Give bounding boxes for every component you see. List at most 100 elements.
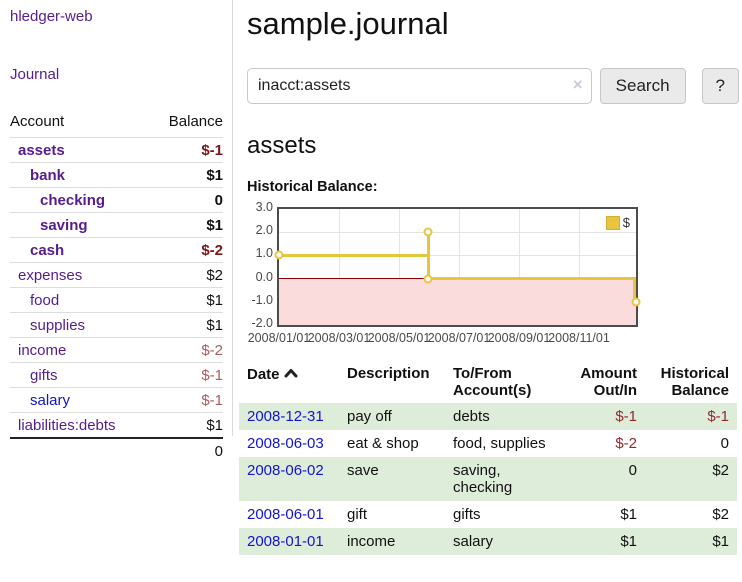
page-title: sample.journal [247, 6, 449, 41]
balance-line-segment [633, 277, 636, 304]
search-button[interactable]: Search [599, 68, 686, 104]
transaction-accounts: saving, checking [453, 462, 513, 496]
register-table: Date Description To/From Account(s) Amou… [239, 361, 737, 555]
account-balance: $-1 [150, 387, 223, 413]
y-tick: 3.0 [255, 200, 273, 214]
main-content: sample.journal × Search ? assets Histori… [239, 0, 739, 555]
y-tick: -2.0 [251, 316, 273, 330]
account-balance: $-1 [150, 137, 223, 163]
column-header-description: Description [347, 365, 430, 382]
register-row: 2008-06-02 save saving, checking 0 $2 [239, 457, 737, 501]
accounts-total: 0 [150, 437, 223, 463]
data-point [423, 274, 433, 284]
register-row: 2008-06-03 eat & shop food, supplies $-2… [239, 430, 737, 457]
transaction-balance: 0 [720, 435, 729, 452]
transaction-accounts: food, supplies [453, 435, 546, 452]
data-point [274, 250, 284, 260]
transaction-accounts: gifts [453, 506, 481, 523]
historical-balance-chart: 3.0 2.0 1.0 0.0 -1.0 -2.0 [247, 200, 641, 345]
accounts-header-balance: Balance [168, 113, 223, 130]
transaction-date-link[interactable]: 2008-06-01 [247, 506, 324, 523]
y-tick: 2.0 [255, 223, 273, 237]
account-link-gifts[interactable]: gifts [30, 367, 58, 384]
sort-ascending-icon [284, 365, 298, 382]
y-tick: 0.0 [255, 270, 273, 284]
y-tick: 1.0 [255, 246, 273, 260]
account-balance: $1 [150, 287, 223, 313]
x-tick: 2008/01/01 [247, 331, 311, 345]
app-title-link[interactable]: hledger-web [10, 8, 93, 25]
data-point [423, 227, 433, 237]
transaction-balance: $2 [712, 462, 729, 479]
x-tick: 2008/09/01 [487, 331, 551, 345]
account-link-cash[interactable]: cash [30, 242, 65, 259]
accounts-balance-table: Account Balance assets $-1 bank $1 checkin… [10, 109, 223, 463]
column-header-accounts: To/From Account(s) [453, 365, 532, 399]
account-link-food[interactable]: food [30, 292, 60, 309]
account-link-bank[interactable]: bank [30, 167, 66, 184]
data-point [631, 297, 641, 307]
balance-line-segment [279, 254, 429, 257]
account-link-liabilities-debts[interactable]: liabilities:debts [18, 417, 116, 434]
sidebar: hledger-web Journal Account Balance asse… [0, 0, 233, 463]
search-form: × Search ? [247, 68, 739, 104]
account-balance: $1 [150, 312, 223, 338]
legend-swatch-icon [605, 215, 620, 230]
chart-plot-area: $ [274, 207, 641, 327]
transaction-amount: $1 [620, 533, 637, 550]
transaction-date-link[interactable]: 2008-12-31 [247, 408, 324, 425]
transaction-amount: $-2 [615, 435, 637, 452]
register-row: 2008-12-31 pay off debts $-1 $-1 [239, 403, 737, 430]
transaction-date-link[interactable]: 2008-01-01 [247, 533, 324, 550]
transaction-date-link[interactable]: 2008-06-03 [247, 435, 324, 452]
transaction-balance: $2 [712, 506, 729, 523]
column-header-amount: Amount Out/In [580, 365, 637, 399]
transaction-description: pay off [347, 408, 392, 425]
chart-legend: $ [605, 215, 630, 230]
balance-line-segment [427, 231, 430, 280]
transaction-balance: $1 [712, 533, 729, 550]
transaction-accounts: debts [453, 408, 490, 425]
register-header-row: Date Description To/From Account(s) Amou… [239, 361, 737, 403]
clear-search-icon[interactable]: × [572, 75, 583, 94]
transaction-description: save [347, 462, 379, 479]
register-row: 2008-06-01 gift gifts $1 $2 [239, 501, 737, 528]
account-link-checking[interactable]: checking [40, 192, 106, 209]
transaction-date-link[interactable]: 2008-06-02 [247, 462, 324, 479]
balance-line-segment [427, 277, 636, 280]
register-row: 2008-01-01 income salary $1 $1 [239, 528, 737, 555]
account-balance: 0 [150, 187, 223, 213]
sidebar-item-journal[interactable]: Journal [10, 66, 60, 83]
x-tick: 2008/11/01 [548, 331, 610, 345]
account-link-supplies[interactable]: supplies [30, 317, 86, 334]
search-input[interactable] [247, 68, 592, 104]
transaction-amount: 0 [628, 462, 637, 479]
account-heading: assets [247, 132, 317, 159]
transaction-amount: $1 [620, 506, 637, 523]
x-tick: 2008/03/01 [307, 331, 371, 345]
account-balance: $1 [150, 212, 223, 238]
account-link-income[interactable]: income [18, 342, 67, 359]
account-balance: $-2 [150, 337, 223, 363]
x-tick: 2008/07/01 [427, 331, 491, 345]
x-tick: 2008/05/01 [367, 331, 431, 345]
transaction-balance: $-1 [707, 408, 729, 425]
account-link-salary[interactable]: salary [30, 392, 71, 409]
account-balance: $-1 [150, 362, 223, 388]
column-header-date[interactable]: Date [239, 361, 339, 403]
account-link-assets[interactable]: assets [18, 142, 65, 159]
help-button[interactable]: ? [701, 68, 739, 104]
transaction-accounts: salary [453, 533, 494, 550]
accounts-header-account: Account [10, 113, 65, 130]
column-header-balance: Historical Balance [660, 365, 729, 399]
legend-label: $ [622, 215, 630, 230]
account-balance: $2 [150, 262, 223, 288]
account-balance: $-2 [150, 237, 223, 263]
account-link-expenses[interactable]: expenses [18, 267, 83, 284]
account-link-saving[interactable]: saving [40, 217, 88, 234]
transaction-description: eat & shop [347, 435, 419, 452]
account-balance: $1 [150, 412, 223, 438]
transaction-amount: $-1 [615, 408, 637, 425]
negative-region [279, 279, 636, 325]
